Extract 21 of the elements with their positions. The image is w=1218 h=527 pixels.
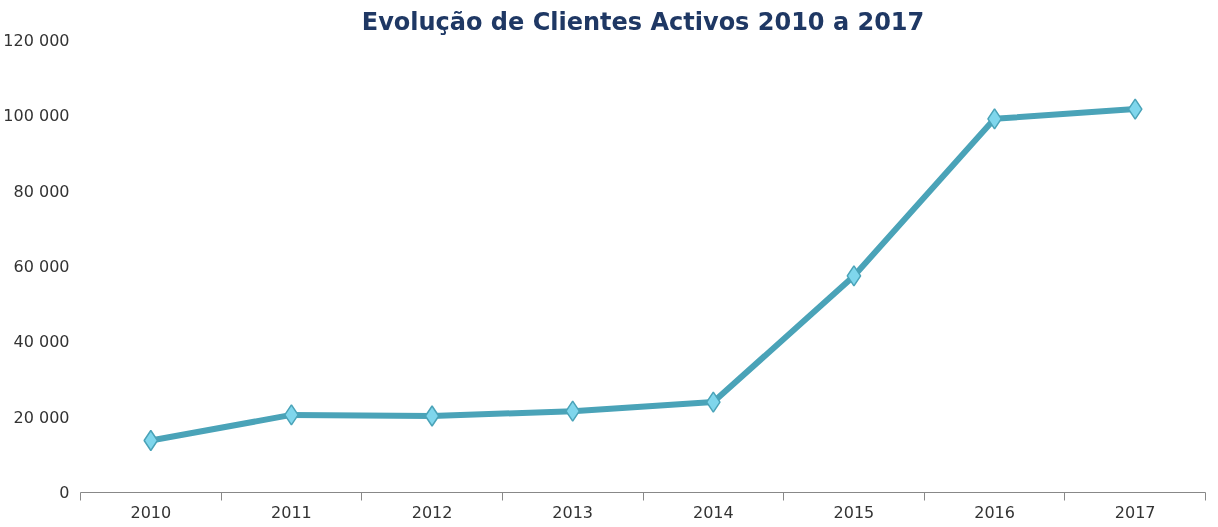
x-tick-label: 2015 (833, 502, 875, 522)
point (705, 391, 721, 413)
y-tick-label: 80 000 (13, 181, 70, 201)
y-tick-label: 20 000 (13, 407, 70, 427)
y-tick-label: 0 (59, 483, 70, 502)
y-tick-label: 40 000 (13, 332, 70, 352)
x-tick-label: 2012 (411, 502, 453, 522)
point (846, 265, 862, 287)
y-tick-label: 60 000 (13, 257, 70, 276)
chart-title: Evolução de Clientes Activos 2010 a 2017 (361, 7, 925, 36)
point (565, 400, 581, 422)
x-tick-label: 2016 (974, 502, 1015, 522)
y-tick-label: 100 000 (3, 106, 70, 126)
y-tick-label: 120 000 (3, 31, 70, 50)
x-tick-label: 2010 (130, 502, 172, 522)
x-tick-label: 2013 (552, 502, 594, 522)
point (424, 405, 440, 427)
point (1127, 98, 1143, 120)
x-tick-label: 2011 (271, 502, 312, 522)
x-tick-label: 2014 (692, 502, 734, 522)
x-tick-label: 2017 (1114, 502, 1156, 522)
